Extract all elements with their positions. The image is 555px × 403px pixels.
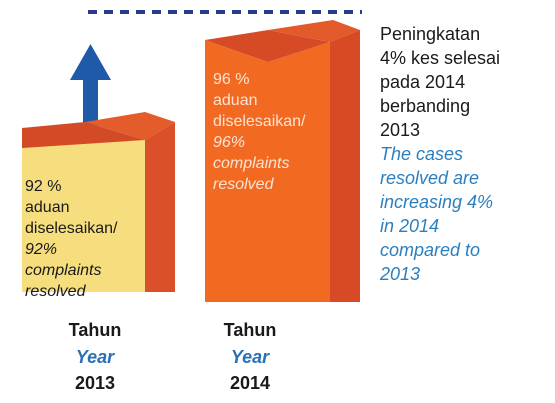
note-english: in 2014: [380, 216, 439, 236]
note-malay: berbanding: [380, 96, 470, 116]
bar-text: diselesaikan/: [213, 113, 306, 130]
bar-text: 96 %: [213, 71, 249, 88]
bar-text: aduan: [25, 199, 70, 216]
bar-text-english: resolved: [25, 283, 87, 300]
note-english: The cases: [380, 144, 463, 164]
year-malay: Tahun: [224, 320, 277, 340]
note-malay: pada 2014: [380, 72, 465, 92]
note-english: increasing 4%: [380, 192, 493, 212]
bar-text: aduan: [213, 92, 258, 109]
note-malay: 4% kes selesai: [380, 48, 500, 68]
bar-text: diselesaikan/: [25, 220, 118, 237]
bar-2014: [205, 20, 360, 302]
bar-text-english: 92%: [25, 241, 57, 258]
note-malay: Peningkatan: [380, 24, 480, 44]
note-english: compared to: [380, 240, 480, 260]
year-malay: Tahun: [69, 320, 122, 340]
bar-text-english: 96%: [213, 134, 245, 151]
year-number: 2014: [230, 373, 270, 393]
note-english: 2013: [379, 264, 420, 284]
note-english: resolved are: [380, 168, 479, 188]
bar-text-english: resolved: [213, 176, 275, 193]
year-english: Year: [76, 347, 115, 367]
year-number: 2013: [75, 373, 115, 393]
note-malay: 2013: [380, 120, 420, 140]
bar-text-english: complaints: [213, 155, 289, 172]
year-english: Year: [231, 347, 270, 367]
bar-text-english: complaints: [25, 262, 101, 279]
bar-2013: [22, 112, 175, 292]
bar-text: 92 %: [25, 178, 61, 195]
